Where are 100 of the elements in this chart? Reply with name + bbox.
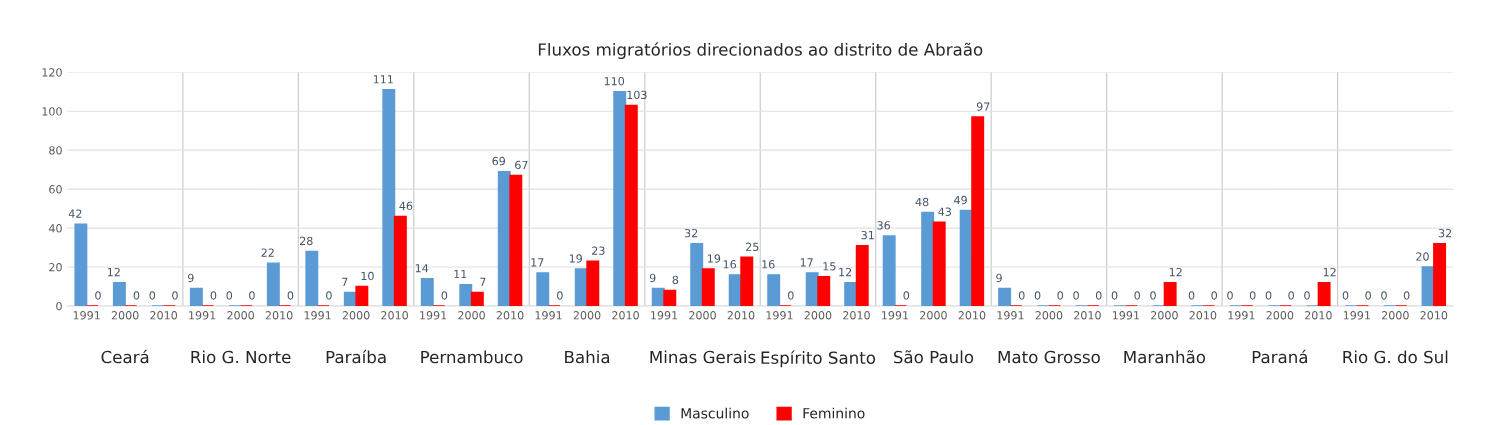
y-tick-label: 40 bbox=[48, 224, 62, 233]
x-tick-label: 2000 bbox=[111, 311, 139, 320]
bar bbox=[624, 104, 638, 306]
data-label: 103 bbox=[627, 90, 647, 100]
text: Rio G. do Sul bbox=[1343, 350, 1448, 364]
text: Paraná bbox=[1252, 349, 1308, 364]
data-label: 12 bbox=[839, 267, 852, 277]
data-label: 0 bbox=[226, 291, 233, 300]
data-label: 0 bbox=[1150, 291, 1156, 300]
bar bbox=[817, 276, 831, 306]
x-tick-label: 1991 bbox=[535, 311, 562, 320]
text: São Paulo bbox=[893, 350, 974, 364]
data-label: 28 bbox=[300, 236, 313, 246]
data-label: 0 bbox=[1342, 291, 1349, 300]
data-label: 0 bbox=[788, 291, 794, 300]
bar bbox=[393, 215, 407, 306]
data-label: 48 bbox=[915, 197, 929, 207]
data-label: 0 bbox=[1403, 291, 1410, 300]
data-label: 31 bbox=[861, 230, 874, 240]
x-tick-label: 2010 bbox=[1420, 311, 1448, 320]
x-tick-label: 2000 bbox=[573, 311, 601, 320]
x-tick-label: 1991 bbox=[1343, 311, 1370, 320]
data-label: 0 bbox=[1227, 291, 1233, 300]
bar bbox=[663, 289, 677, 306]
bar bbox=[382, 89, 396, 306]
data-label: 16 bbox=[762, 260, 775, 269]
x-tick-label: 2000 bbox=[458, 311, 485, 320]
data-label: 0 bbox=[287, 291, 294, 300]
x-tick-label: 2000 bbox=[342, 311, 370, 320]
bar bbox=[536, 272, 550, 306]
data-label: 0 bbox=[1288, 291, 1294, 300]
x-tick-label: 2010 bbox=[1305, 311, 1332, 320]
data-label: 7 bbox=[342, 277, 348, 286]
y-tick-label: 0 bbox=[56, 301, 62, 311]
data-label: 36 bbox=[877, 221, 890, 230]
x-tick-label: 1991 bbox=[651, 311, 678, 320]
data-label: 0 bbox=[1034, 291, 1041, 300]
legend-label: Feminino bbox=[803, 407, 865, 419]
data-label: 0 bbox=[210, 291, 217, 300]
data-label: 0 bbox=[1304, 291, 1310, 300]
x-tick-label: 2010 bbox=[843, 311, 870, 320]
x-tick-label: 1991 bbox=[189, 311, 216, 320]
data-label: 9 bbox=[649, 273, 656, 283]
data-label: 7 bbox=[480, 277, 486, 286]
data-label: 0 bbox=[1365, 291, 1371, 300]
text: Paraíba bbox=[326, 349, 386, 364]
legend-label: Masculino bbox=[681, 407, 749, 419]
bar bbox=[701, 268, 715, 306]
data-label: 12 bbox=[1169, 267, 1182, 277]
data-label: 0 bbox=[1249, 291, 1256, 300]
x-tick-label: 2000 bbox=[1266, 311, 1294, 320]
y-tick-label: 80 bbox=[49, 146, 62, 155]
text: Rio G. Norte bbox=[191, 350, 291, 364]
x-tick-label: 2000 bbox=[1151, 311, 1178, 320]
data-label: 0 bbox=[149, 291, 156, 300]
data-label: 8 bbox=[672, 275, 679, 285]
text: Maranhão bbox=[1124, 350, 1206, 364]
x-tick-label: 1991 bbox=[997, 311, 1024, 320]
text: Espírito Santo bbox=[761, 350, 876, 368]
data-label: 32 bbox=[1438, 228, 1452, 238]
data-label: 0 bbox=[903, 291, 910, 300]
data-label: 0 bbox=[95, 291, 101, 300]
data-label: 9 bbox=[996, 273, 1002, 283]
bar bbox=[112, 281, 126, 306]
x-tick-label: 2010 bbox=[381, 311, 408, 320]
data-label: 0 bbox=[1381, 291, 1387, 300]
x-tick-label: 2000 bbox=[227, 311, 255, 320]
data-label: 25 bbox=[746, 242, 759, 251]
text: Ceará bbox=[101, 349, 149, 364]
bar bbox=[266, 262, 280, 306]
x-tick-label: 2000 bbox=[920, 311, 947, 320]
data-label: 19 bbox=[707, 254, 721, 263]
x-tick-label: 1991 bbox=[1112, 311, 1139, 320]
data-label: 12 bbox=[1323, 267, 1336, 277]
bar bbox=[586, 260, 600, 306]
data-label: 20 bbox=[1416, 252, 1429, 261]
bar bbox=[305, 250, 319, 306]
text: Minas Gerais bbox=[650, 350, 756, 364]
x-tick-label: 2010 bbox=[727, 311, 755, 320]
x-tick-label: 2010 bbox=[150, 311, 178, 320]
bar bbox=[509, 174, 523, 306]
x-tick-label: 2010 bbox=[265, 311, 293, 320]
bar bbox=[690, 242, 704, 306]
data-label: 46 bbox=[399, 201, 413, 211]
data-label: 15 bbox=[823, 262, 836, 271]
x-tick-label: 2000 bbox=[689, 311, 716, 320]
x-tick-label: 1991 bbox=[766, 311, 793, 320]
bar bbox=[1317, 281, 1331, 306]
x-tick-label: 2010 bbox=[958, 311, 986, 320]
data-label: 0 bbox=[1057, 291, 1064, 300]
data-label: 0 bbox=[133, 291, 140, 300]
chart-title: Fluxos migratórios direcionados ao distrito de Abraão bbox=[538, 42, 983, 60]
data-label: 17 bbox=[531, 258, 544, 267]
data-label: 22 bbox=[261, 248, 274, 257]
data-label: 0 bbox=[1211, 291, 1217, 300]
data-label: 0 bbox=[249, 291, 255, 300]
data-label: 0 bbox=[1095, 291, 1102, 300]
data-label: 10 bbox=[361, 271, 374, 281]
data-label: 14 bbox=[415, 264, 429, 273]
data-label: 110 bbox=[604, 77, 625, 86]
